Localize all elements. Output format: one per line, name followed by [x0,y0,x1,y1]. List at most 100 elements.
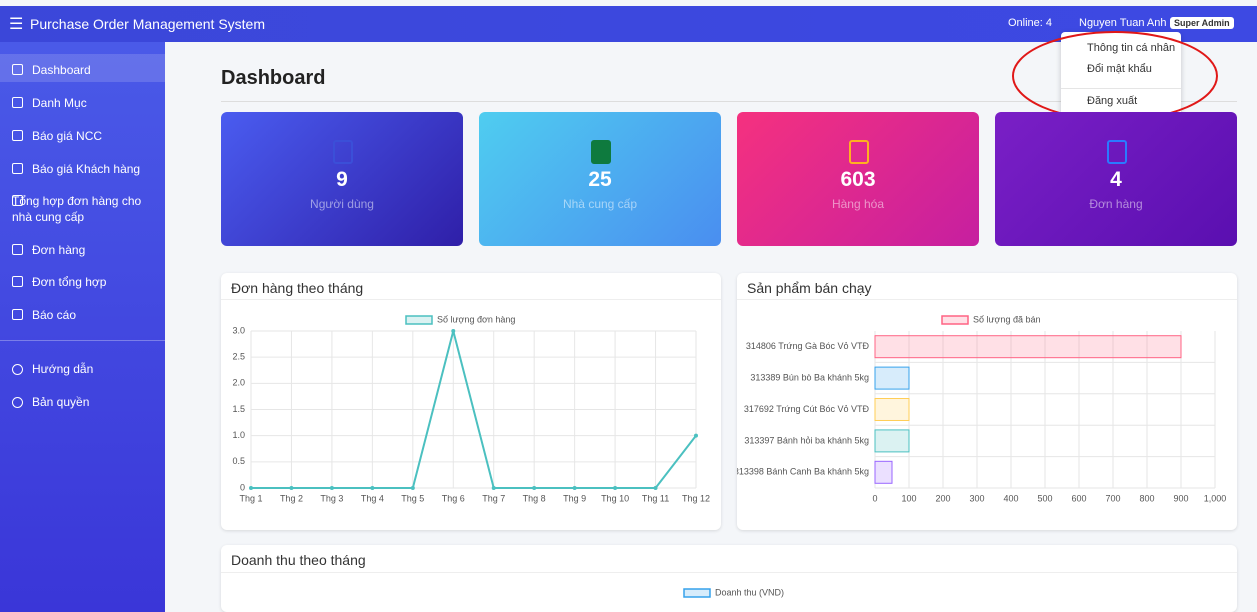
role-badge: Super Admin [1170,17,1234,29]
stat-icon [849,140,869,164]
x-tick-label: Thg 2 [280,493,303,503]
x-tick-label: Thg 1 [239,493,262,503]
divider [0,340,165,341]
y-tick-label: 2.5 [232,352,245,362]
x-tick-label: Thg 6 [442,493,465,503]
stat-label: Nhà cung cấp [562,197,638,211]
y-tick-label: 3.0 [232,325,245,335]
stat-value: 4 [1110,168,1122,191]
menu-item[interactable]: Đăng xuất [1087,95,1138,107]
nav-icon [12,397,23,408]
divider [221,299,721,300]
page-title: Dashboard [221,67,326,89]
online-count: Online: 4 [1008,17,1053,29]
x-tick-label: Thg 3 [320,493,343,503]
x-tick-label: 600 [1071,493,1086,503]
x-tick-label: 500 [1037,493,1052,503]
divider [221,101,1237,102]
y-tick-label: 1.0 [232,430,245,440]
chart-card: Doanh thu theo tháng Doanh thu (VND) [221,545,1237,612]
stat-card: 4 Đơn hàng [995,112,1237,246]
chart: 0 100 200 300 400 500 600 700 800 900 1,000 314806 … [737,314,1227,503]
nav-item[interactable]: Đơn tổng hợp [32,275,107,289]
highlight-ellipse [1012,31,1218,121]
point [289,486,294,490]
bar [874,460,893,484]
x-tick-label: 100 [901,493,916,503]
nav-item[interactable]: Báo cáo [32,308,77,322]
x-tick-label: 0 [872,493,877,503]
x-tick-label: 700 [1105,493,1120,503]
point [249,486,253,490]
user-name[interactable]: Nguyen Tuan Anh [1079,17,1167,29]
point [532,486,537,490]
legend-swatch [405,315,433,325]
stat-value: 603 [840,168,876,191]
y-tick-label: 313398 Bánh Canh Ba khánh 5kg [737,467,869,477]
stat-value: 9 [336,168,348,191]
chart-title: Sản phẩm bán chạy [747,280,872,296]
legend-swatch [941,315,969,325]
stat-card: 603 Hàng hóa [737,112,979,246]
app-title[interactable]: Purchase Order Management System [30,16,265,32]
nav-item[interactable]: Báo giá Khách hàng [32,162,141,176]
y-tick-label: 314806 Trứng Gà Bóc Vỏ VTĐ [746,341,870,351]
legend-label: Doanh thu (VND) [715,587,784,597]
nav-item[interactable]: Báo giá NCC [32,129,103,143]
point [653,486,658,490]
y-tick-label: 313389 Bún bò Ba khánh 5kg [750,372,869,382]
chart-card: Sản phẩm bán chạy 0 100 200 300 400 500 600 700 8… [737,273,1237,530]
y-tick-label: 0 [240,482,245,492]
x-tick-label: Thg 7 [482,493,505,503]
stat-card: 25 Nhà cung cấp [479,112,721,246]
y-tick-label: 313397 Bánh hỏi ba khánh 5kg [744,435,869,445]
point [410,486,415,490]
bar [874,366,910,390]
nav-icon [12,276,23,287]
y-tick-label: 0.5 [232,456,245,466]
nav-icon [12,309,23,320]
x-tick-label: Thg 9 [563,493,586,503]
menu-item[interactable]: Thông tin cá nhân [1087,42,1176,54]
nav-icon [12,130,23,141]
chart: Doanh thu (VND) [683,587,784,598]
nav-item[interactable]: Đơn hàng [32,243,86,257]
bar [874,429,910,453]
nav-item[interactable]: Tổng hợp đơn hàng cho nhà cung cấp [12,194,142,224]
x-tick-label: Thg 11 [642,493,669,503]
point [329,486,334,490]
menu-item[interactable]: Đổi mật khẩu [1087,63,1152,75]
nav-item[interactable]: Dashboard [32,63,91,77]
x-tick-label: 300 [969,493,984,503]
nav-icon [12,244,23,255]
x-tick-label: Thg 4 [361,493,384,503]
bar [874,398,910,421]
bar [874,335,1182,359]
y-tick-label: 1.5 [232,404,245,414]
x-tick-label: 1,000 [1204,493,1227,503]
stat-card: 9 Người dùng [221,112,463,246]
nav-item[interactable]: Hướng dẫn [32,362,94,376]
x-tick-label: Thg 5 [401,493,424,503]
chart-title: Đơn hàng theo tháng [231,280,364,296]
nav-item[interactable]: Danh Mục [32,96,87,110]
nav-item[interactable]: Bản quyền [32,395,90,409]
chart-card: Đơn hàng theo tháng 0 0.5 1.0 1.5 2.0 2.5 3.0 Th… [221,273,721,530]
nav-icon [12,364,23,375]
point [613,486,618,490]
x-tick-label: Thg 12 [682,493,710,503]
nav-icon [12,64,23,75]
x-tick-label: 800 [1139,493,1154,503]
x-tick-label: Thg 10 [601,493,629,503]
legend-swatch [683,588,711,598]
y-tick-label: 2.0 [232,378,245,388]
user-menu: Thông tin cá nhân Đổi mật khẩu Đăng xuất [1061,32,1181,117]
point [451,329,456,333]
legend-label: Số lượng đã bán [973,314,1040,324]
stat-label: Người dùng [310,197,374,211]
divider [737,299,1237,300]
point [694,433,698,438]
menu-toggle[interactable]: ☰ [9,16,24,33]
nav-icon [12,163,23,174]
